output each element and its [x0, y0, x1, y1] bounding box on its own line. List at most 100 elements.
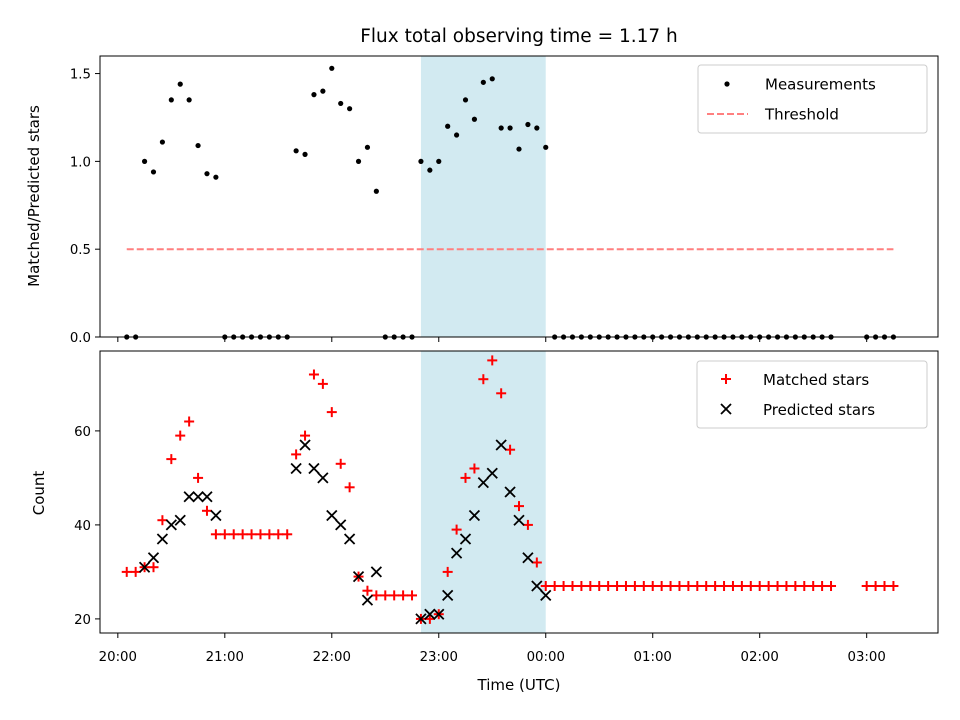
matched-point	[237, 529, 248, 540]
matched-point	[210, 529, 221, 540]
measurement-point	[293, 148, 299, 154]
legend-matched-marker	[721, 374, 731, 384]
matched-point	[326, 407, 337, 418]
matched-point	[558, 581, 569, 591]
matched-point	[701, 581, 712, 591]
matched-point	[308, 369, 319, 380]
matched-point	[879, 581, 890, 591]
predicted-point	[299, 439, 311, 451]
predicted-point	[504, 486, 516, 498]
bottom-ytick-label: 60	[74, 425, 91, 440]
chart-title: Flux total observing time = 1.17 h	[360, 26, 678, 47]
matched-point	[380, 590, 391, 601]
predicted-point	[326, 509, 338, 522]
matched-point	[808, 581, 819, 591]
matched-point	[282, 529, 293, 540]
measurement-point	[186, 97, 192, 103]
bottom-axes-frame	[99, 350, 939, 634]
predicted-point	[201, 491, 213, 503]
predicted-point	[165, 519, 177, 531]
matched-point	[585, 581, 596, 591]
matched-point	[754, 581, 765, 591]
matched-point	[683, 581, 694, 591]
top-ytick-label: 0.5	[70, 243, 91, 258]
bottom-xtick-label: 03:00	[848, 650, 886, 665]
top-legend: Measurements Threshold	[697, 64, 928, 134]
bottom-xticks: 20:00 21:00 22:00 23:00 00:00 01:00 02:00 03:00	[99, 633, 886, 665]
matched-point	[193, 472, 204, 483]
measurement-point	[525, 121, 531, 128]
predicted-point	[147, 552, 160, 564]
measurement-point	[150, 169, 157, 175]
matched-point	[166, 454, 177, 465]
predicted-point	[174, 514, 186, 526]
matched-point	[424, 613, 435, 624]
matched-point	[300, 430, 311, 441]
measurement-point	[338, 100, 344, 107]
bottom-xlabel: Time (UTC)	[477, 676, 561, 694]
matched-point	[121, 566, 132, 577]
bottom-xtick-label: 02:00	[741, 650, 779, 665]
measurement-point	[311, 92, 317, 98]
matched-point	[781, 581, 792, 591]
matched-point	[317, 378, 328, 389]
measurement-point	[471, 116, 478, 122]
matched-point	[888, 581, 899, 591]
predicted-point	[415, 613, 427, 625]
matched-point	[407, 590, 418, 601]
matched-point	[861, 581, 872, 591]
matched-point	[745, 581, 756, 591]
measurement-point	[302, 151, 308, 157]
predicted-point	[477, 476, 489, 489]
matched-point	[647, 581, 658, 591]
predicted-point	[540, 589, 552, 602]
matched-point	[148, 562, 159, 573]
matched-point	[184, 416, 195, 427]
predicted-point	[192, 491, 204, 503]
matched-point	[460, 472, 471, 483]
bottom-xtick-label: 01:00	[634, 650, 672, 665]
measurement-point	[329, 65, 335, 71]
top-yticks: 0.0 0.5 1.0 1.5	[70, 68, 100, 346]
matched-point	[603, 581, 614, 591]
top-highlight-band	[420, 56, 546, 337]
matched-point	[549, 581, 560, 591]
predicted-point	[433, 608, 445, 620]
predicted-point	[370, 566, 382, 578]
matched-point	[817, 581, 828, 591]
top-xticks	[117, 337, 868, 342]
measurement-point	[177, 81, 183, 87]
measurement-point	[498, 125, 504, 131]
predicted-point	[156, 533, 169, 545]
bottom-xtick-label: 22:00	[313, 650, 351, 665]
measurement-point	[480, 79, 486, 85]
predicted-point	[335, 519, 347, 531]
matched-point	[496, 388, 507, 399]
predicted-point	[450, 547, 463, 559]
bottom-xtick-label: 21:00	[206, 650, 244, 665]
measurement-point	[543, 144, 549, 150]
matched-point	[620, 581, 631, 591]
matched-point	[576, 581, 587, 591]
matched-point	[130, 566, 141, 577]
matched-point	[665, 581, 676, 591]
matched-point	[870, 581, 881, 591]
predicted-point	[308, 462, 320, 475]
matched-point	[656, 581, 667, 591]
predicted-point	[317, 472, 329, 484]
measurement-point	[445, 123, 451, 129]
measurement-point	[427, 167, 433, 173]
measurement-point	[320, 88, 326, 94]
measurement-point	[213, 174, 219, 180]
matched-point	[478, 374, 489, 385]
matched-point	[201, 505, 212, 516]
top-ytick-label: 1.0	[70, 155, 91, 170]
measurement-point	[516, 146, 522, 152]
top-ylabel: Matched/Predicted stars	[25, 105, 43, 287]
matched-point	[727, 581, 738, 591]
matched-point	[469, 463, 480, 474]
measurement-point	[418, 158, 424, 164]
bottom-xtick-label: 20:00	[99, 650, 137, 665]
matched-point	[362, 585, 373, 596]
matched-point	[487, 355, 498, 366]
